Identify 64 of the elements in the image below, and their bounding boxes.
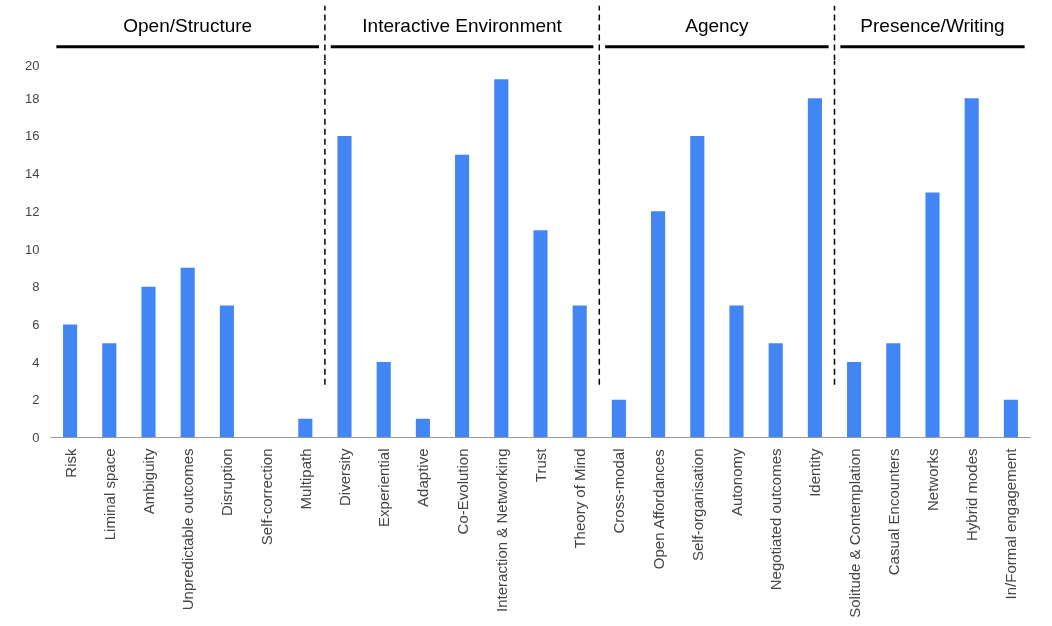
x-tick-label: Identity (806, 448, 824, 497)
bar (102, 343, 117, 438)
y-tick-label: 18 (25, 90, 40, 106)
bar (415, 418, 430, 438)
y-tick-label: 16 (25, 128, 40, 144)
bar (690, 135, 705, 438)
x-tick-label: Trust (532, 447, 549, 483)
x-tick-label: Negotiated outcomes (767, 448, 785, 591)
y-tick-label: 0 (32, 430, 40, 445)
x-tick-label: Hybrid modes (963, 448, 981, 542)
bar (572, 305, 587, 438)
bar (494, 79, 509, 438)
text: Presence/Writing (860, 14, 1005, 36)
y-tick-label: 6 (32, 316, 40, 332)
x-tick-label: Self-correction (257, 448, 275, 546)
bar (651, 211, 666, 438)
x-tick-label: Casual Encounters (884, 448, 902, 576)
bar (141, 286, 156, 438)
bar (768, 343, 783, 438)
bar (455, 154, 470, 438)
x-tick-label: Multipath (296, 448, 314, 510)
bar (180, 267, 195, 438)
bar (1003, 399, 1018, 438)
bar (611, 399, 626, 438)
x-tick-label: Interaction & Networking (492, 448, 510, 612)
bar (337, 135, 352, 438)
y-tick-label: 10 (25, 241, 40, 257)
y-tick-label: 12 (25, 203, 40, 219)
y-tick-label: 20 (25, 57, 40, 73)
bar (847, 362, 862, 438)
bar (729, 305, 744, 438)
x-tick-label: In/Formal engagement (1002, 447, 1020, 600)
x-tick-label: Experiential (375, 448, 393, 527)
x-tick-label: Self-organisation (688, 448, 706, 562)
x-tick-label: Theory of Mind (571, 448, 589, 549)
x-tick-label: Disruption (218, 448, 236, 517)
y-tick-label: 14 (25, 166, 40, 182)
x-tick-label: Ambiguity (140, 448, 157, 515)
x-tick-label: Solitude & Contemplation (845, 448, 863, 618)
bar (533, 230, 548, 438)
bar (807, 98, 822, 438)
x-tick-label: Adaptive (414, 448, 432, 507)
bar (886, 343, 901, 438)
x-tick-label: Diversity (336, 448, 353, 506)
text: Agency (685, 14, 750, 36)
x-tick-label: Co-Evolution (453, 448, 471, 535)
x-tick-label: Cross-modal (610, 448, 628, 534)
y-tick-label: 4 (32, 354, 40, 370)
x-tick-label: Liminal space (100, 448, 118, 541)
x-tick-label: Risk (61, 448, 79, 478)
x-tick-label: Open Affordances (649, 449, 667, 570)
bar (964, 98, 979, 438)
x-tick-label: Unpredictable outcomes (179, 448, 197, 611)
y-tick-label: 2 (32, 392, 40, 408)
x-tick-label: Autonomy (728, 448, 745, 517)
bar (376, 362, 391, 438)
x-tick-label: Networks (924, 448, 941, 512)
y-tick-label: 8 (32, 279, 40, 295)
text: Interactive Environment (362, 14, 563, 36)
bar (63, 324, 78, 438)
bar (298, 418, 313, 438)
bar (219, 305, 234, 438)
bar (925, 192, 940, 438)
text: Open/Structure (123, 14, 253, 36)
